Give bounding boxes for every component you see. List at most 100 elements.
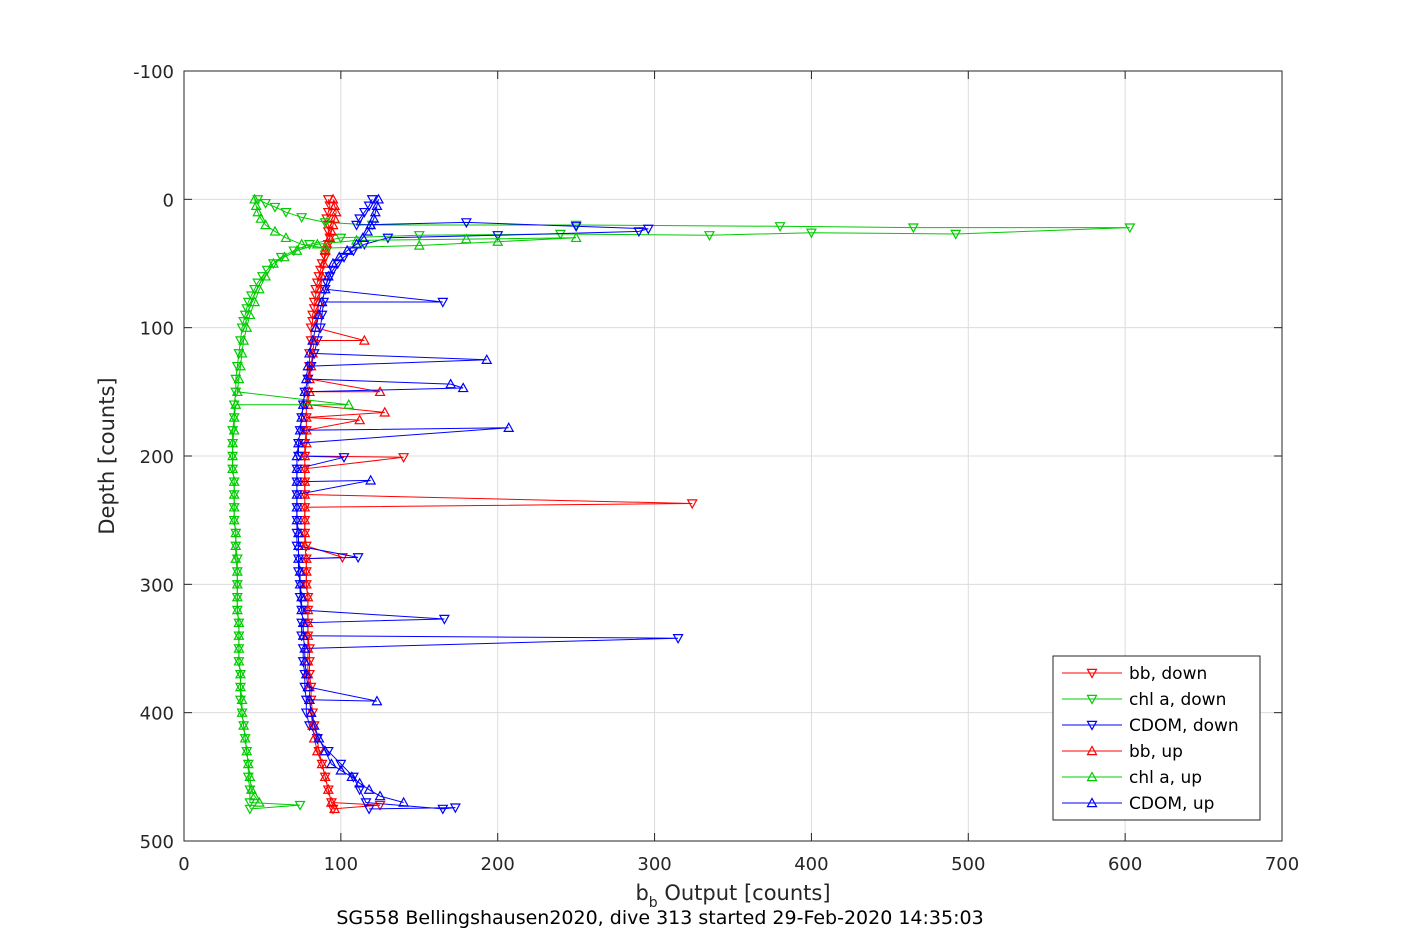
data-point-chl-a-up <box>227 463 239 474</box>
x-tick-label: 0 <box>178 854 189 875</box>
data-point-cdom-down <box>352 553 364 564</box>
data-point-chl-a-up <box>234 668 246 679</box>
data-point-chl-a-up <box>230 540 242 551</box>
data-point-bb-up <box>299 514 311 525</box>
data-point-bb-up <box>300 552 312 563</box>
data-point-cdom-down <box>460 218 472 229</box>
data-point-bb-up <box>379 406 391 417</box>
data-point-cdom-up <box>457 382 469 393</box>
data-point-cdom-up <box>322 270 334 281</box>
x-tick-label: 400 <box>794 854 828 875</box>
data-point-chl-a-up <box>234 681 246 692</box>
data-point-chl-a-up <box>231 604 243 615</box>
legend-label-cdom-up: CDOM, up <box>1129 794 1214 814</box>
legend: bb, down chl a, down CDOM, down bb, up chl a… <box>1052 655 1261 821</box>
data-point-cdom-up <box>368 212 380 223</box>
data-point-chl-a-up <box>233 642 245 653</box>
data-point-chl-a-down <box>774 222 786 233</box>
series-line-cdom-up <box>296 199 509 803</box>
data-point-bb-up <box>354 414 366 425</box>
data-point-bb-up <box>329 212 341 223</box>
data-point-cdom-down <box>294 592 306 603</box>
y-tick-label: 200 <box>140 447 174 468</box>
data-point-chl-a-down <box>233 349 245 360</box>
x-tick-label: 500 <box>951 854 985 875</box>
data-point-chl-a-down <box>335 233 347 244</box>
data-point-chl-a-up <box>230 398 242 409</box>
data-point-chl-a-up <box>343 398 355 409</box>
data-point-cdom-up <box>292 552 305 563</box>
data-point-chl-a-up <box>252 206 264 217</box>
x-tick-label: 300 <box>637 854 671 875</box>
data-point-bb-up <box>302 591 314 602</box>
data-point-chl-a-down <box>280 207 292 218</box>
data-point-cdom-up <box>291 488 303 499</box>
data-point-cdom-down <box>492 231 504 242</box>
data-point-cdom-up <box>313 732 325 743</box>
data-point-cdom-down <box>335 759 347 770</box>
data-point-cdom-up <box>369 206 381 217</box>
data-point-chl-a-up <box>244 771 256 782</box>
data-point-cdom-up <box>291 475 303 486</box>
data-point-cdom-up <box>316 296 328 307</box>
data-point-chl-a-up <box>570 232 582 243</box>
data-point-chl-a-down <box>234 695 246 706</box>
data-point-cdom-up <box>307 334 319 345</box>
x-tick-label: 100 <box>324 854 358 875</box>
data-point-chl-a-up <box>230 552 242 563</box>
data-point-cdom-up <box>327 257 339 268</box>
data-point-chl-a-down <box>296 213 308 224</box>
data-point-chl-a-up <box>227 450 239 461</box>
data-point-bb-up <box>324 232 336 243</box>
data-point-chl-a-up <box>236 706 248 717</box>
data-point-cdom-down <box>291 541 303 552</box>
data-point-chl-a-down <box>242 297 254 308</box>
data-point-bb-down <box>686 499 698 510</box>
y-tick-label: 400 <box>140 704 174 725</box>
legend-label-bb-up: bb, up <box>1129 742 1183 762</box>
data-point-cdom-down <box>449 803 461 814</box>
ticks: 0 100 200 300 400 500 600 700 -100 0 100 200 300 400 5… <box>133 62 1299 875</box>
data-point-bb-down <box>374 800 386 811</box>
data-point-cdom-up <box>313 309 325 320</box>
data-point-cdom-down <box>672 634 684 644</box>
data-point-chl-a-up <box>231 591 243 602</box>
legend-box <box>1052 655 1261 821</box>
y-tick-label: -100 <box>133 62 174 83</box>
data-point-chl-a-up <box>278 251 290 262</box>
data-point-cdom-up <box>292 437 305 448</box>
data-point-bb-down <box>299 438 311 449</box>
data-point-chl-a-up <box>236 347 248 358</box>
data-point-cdom-down <box>322 746 334 757</box>
data-point-chl-a-down <box>907 223 919 234</box>
data-point-chl-a-up <box>249 193 261 204</box>
data-point-chl-a-up <box>228 411 240 422</box>
legend-marker-bb-down <box>1086 668 1098 679</box>
data-point-chl-a-down <box>256 272 268 283</box>
data-point-cdom-down <box>366 195 378 206</box>
data-point-chl-a-up <box>239 732 251 743</box>
y-tick-label: 500 <box>140 832 174 853</box>
data-point-cdom-down <box>354 785 366 796</box>
data-point-chl-a-down <box>1124 223 1136 234</box>
data-point-bb-down <box>305 336 317 347</box>
data-point-cdom-up <box>296 604 308 615</box>
data-point-chl-a-down <box>294 800 306 811</box>
data-point-cdom-up <box>305 706 317 717</box>
data-point-chl-a-up <box>231 565 243 576</box>
data-point-cdom-up <box>354 777 366 788</box>
data-point-chl-a-up <box>241 321 253 332</box>
data-point-bb-up <box>311 745 323 756</box>
data-point-chl-a-down <box>231 554 243 565</box>
data-point-chl-a-up <box>230 527 242 538</box>
data-point-cdom-down <box>347 772 359 783</box>
data-point-chl-a-down <box>805 228 817 239</box>
data-point-cdom-up <box>365 219 377 230</box>
data-point-chl-a-up <box>255 212 267 223</box>
data-point-chl-a-down <box>950 229 962 240</box>
data-point-cdom-up <box>310 321 322 332</box>
data-point-cdom-down <box>300 695 312 706</box>
data-point-cdom-up <box>291 450 303 461</box>
data-point-bb-down <box>316 259 328 270</box>
data-point-cdom-up <box>302 360 314 371</box>
